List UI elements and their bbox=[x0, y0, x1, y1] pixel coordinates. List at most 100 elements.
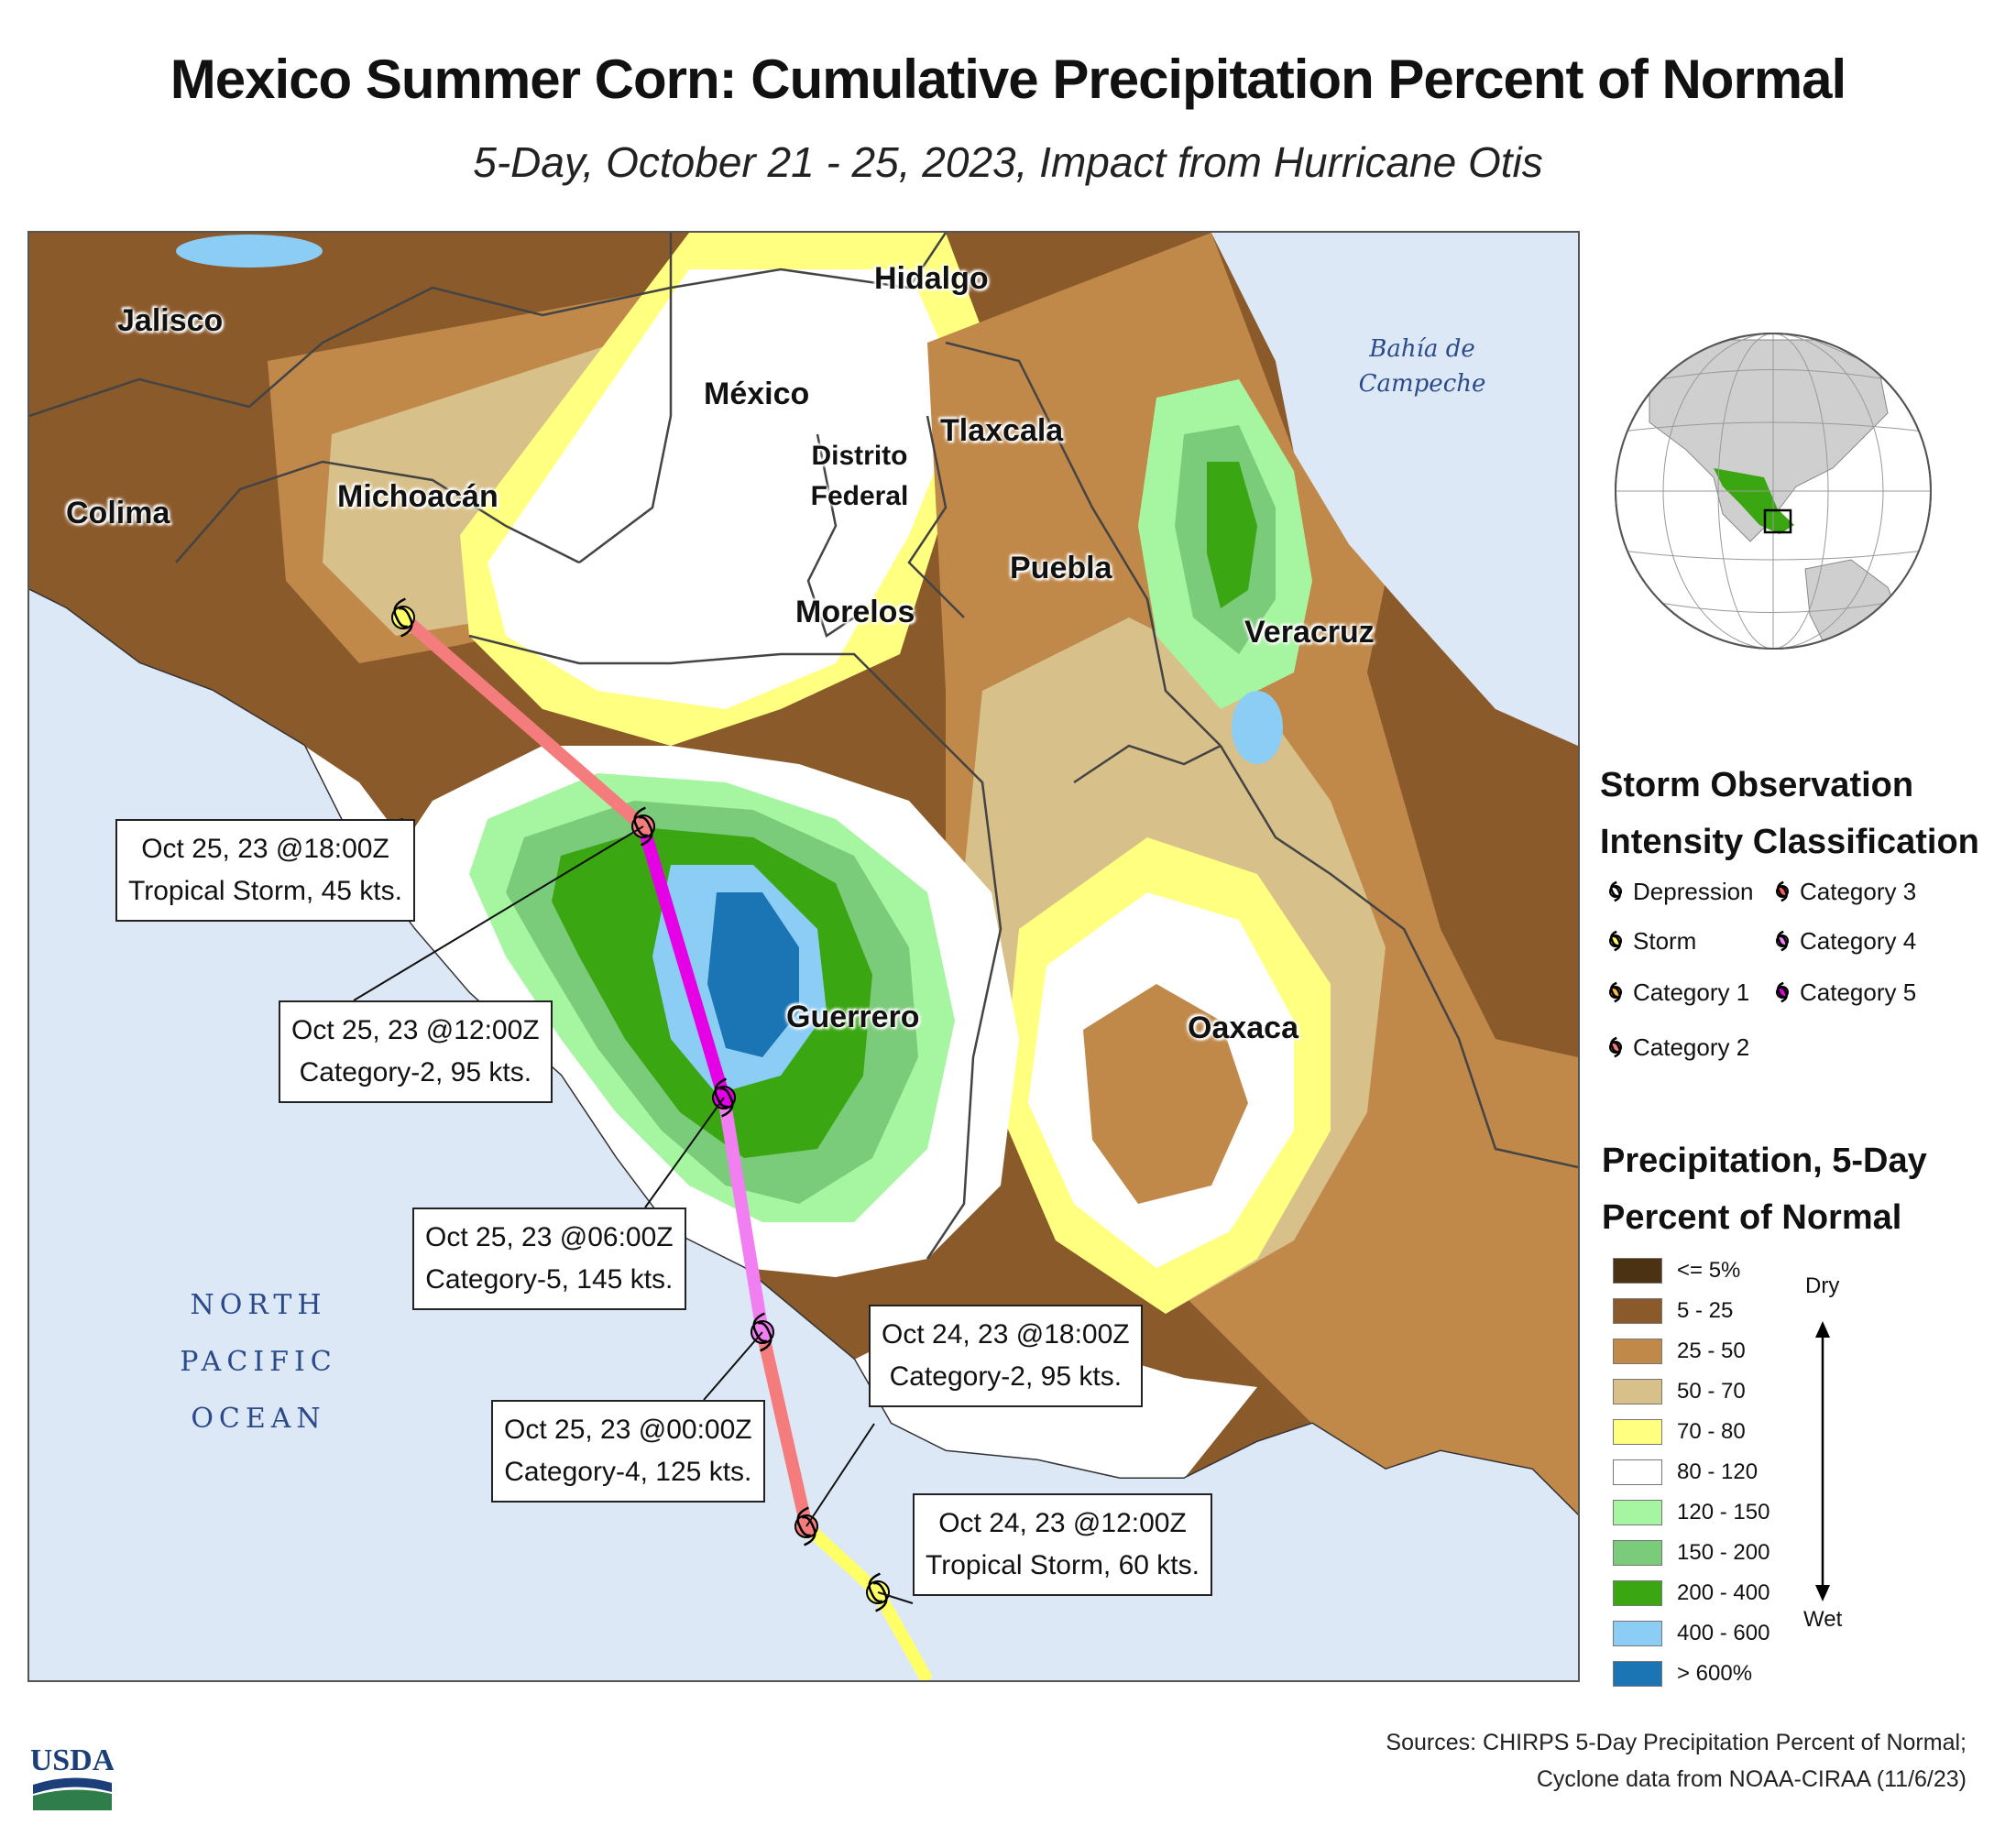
precip-legend-item: 150 - 200 bbox=[1613, 1539, 1906, 1567]
map-subtitle: 5-Day, October 21 - 25, 2023, Impact fro… bbox=[473, 138, 1543, 186]
globe-locator bbox=[1615, 333, 1932, 650]
callout-time: Oct 25, 23 @06:00Z bbox=[425, 1222, 674, 1252]
track-segment bbox=[800, 1520, 884, 1599]
precip-legend-item: 400 - 600 bbox=[1613, 1620, 1906, 1647]
precip-legend-label: 50 - 70 bbox=[1677, 1379, 1746, 1404]
storm-legend-label: Category 2 bbox=[1633, 1033, 1750, 1061]
track-segment bbox=[756, 1326, 813, 1533]
state-border bbox=[1073, 744, 1222, 784]
precip-legend-item: 200 - 400 bbox=[1613, 1579, 1906, 1607]
ocean-label-line: PACIFIC bbox=[180, 1346, 337, 1378]
dry-label: Dry bbox=[1805, 1273, 1840, 1298]
state-border bbox=[175, 460, 580, 564]
state-label-jalisco: Jalisco bbox=[117, 303, 224, 338]
bay-label: Bahía de Campeche bbox=[1340, 332, 1505, 401]
state-border bbox=[806, 433, 855, 638]
storm-legend-label: Category 5 bbox=[1800, 978, 1917, 1006]
precip-swatch bbox=[1613, 1298, 1662, 1324]
storm-legend-item: Category 4 bbox=[1772, 925, 1916, 956]
track-segment bbox=[397, 611, 650, 833]
storm-legend-item: Depression bbox=[1605, 876, 1754, 907]
mexico-highlight bbox=[1714, 468, 1794, 534]
storm-legend-item: Category 1 bbox=[1605, 977, 1749, 1008]
state-label-tlaxcala: Tlaxcala bbox=[940, 413, 1064, 448]
leader-line bbox=[353, 825, 644, 1001]
continent-north-america bbox=[1649, 339, 1889, 542]
hurricane-icon bbox=[1776, 981, 1789, 1003]
track-callout: Oct 25, 23 @18:00Z Tropical Storm, 45 kt… bbox=[115, 819, 415, 922]
state-label-guerrero: Guerrero bbox=[786, 1000, 920, 1034]
precip-legend-item: 70 - 80 bbox=[1613, 1418, 1906, 1446]
state-label-morelos: Morelos bbox=[795, 595, 915, 629]
precip-legend-label: 25 - 50 bbox=[1677, 1339, 1746, 1363]
state-border bbox=[468, 634, 910, 710]
storm-legend-title: Storm Observation Intensity Classificati… bbox=[1600, 757, 1979, 870]
storm-legend-label: Category 3 bbox=[1800, 877, 1917, 905]
precip-swatch bbox=[1613, 1661, 1662, 1687]
ocean-label-line: NORTH bbox=[190, 1289, 327, 1321]
track-segment bbox=[637, 820, 730, 1104]
precip-legend-title-line: Percent of Normal bbox=[1602, 1198, 1902, 1237]
hurricane-icon bbox=[1609, 930, 1622, 952]
callout-desc: Category-2, 95 kts. bbox=[299, 1057, 532, 1087]
hurricane-icon bbox=[1609, 981, 1622, 1003]
leader-line bbox=[805, 1423, 875, 1527]
precipitation-map: Jalisco Colima Michoacán México Hidalgo … bbox=[27, 231, 1580, 1682]
storm-legend-title-line: Storm Observation bbox=[1600, 766, 1914, 804]
storm-legend-item: Category 2 bbox=[1605, 1032, 1749, 1063]
precip-legend-item: 5 - 25 bbox=[1613, 1297, 1906, 1325]
state-border bbox=[670, 233, 948, 290]
storm-legend-label: Storm bbox=[1633, 926, 1697, 955]
precip-legend-item: 25 - 50 bbox=[1613, 1338, 1906, 1365]
callout-desc: Category-4, 125 kts. bbox=[504, 1457, 752, 1487]
precip-legend-label: 200 - 400 bbox=[1677, 1580, 1770, 1605]
sources-line: Cyclone data from NOAA-CIRAA (11/6/23) bbox=[1536, 1766, 1967, 1792]
state-border bbox=[945, 341, 1222, 747]
precip-legend-item: <= 5% bbox=[1613, 1257, 1906, 1284]
precip-swatch bbox=[1613, 1500, 1662, 1525]
precip-legend-label: 400 - 600 bbox=[1677, 1621, 1770, 1645]
dry-wet-arrow bbox=[1815, 1321, 1830, 1601]
precip-legend-label: 5 - 25 bbox=[1677, 1298, 1734, 1323]
precip-legend-title: Precipitation, 5-Day Percent of Normal bbox=[1602, 1132, 1927, 1246]
map-title: Mexico Summer Corn: Cumulative Precipita… bbox=[170, 49, 1846, 110]
hurricane-icon bbox=[1776, 930, 1789, 952]
state-label-colima: Colima bbox=[66, 496, 170, 530]
track-callout: Oct 25, 23 @12:00Z Category-2, 95 kts. bbox=[279, 1000, 553, 1103]
state-border bbox=[908, 708, 1003, 1260]
hurricane-icon bbox=[1609, 880, 1622, 902]
state-border bbox=[29, 286, 672, 418]
precip-swatch bbox=[1613, 1459, 1662, 1485]
precip-legend-label: <= 5% bbox=[1677, 1258, 1741, 1283]
hurricane-icon bbox=[1776, 880, 1789, 902]
ocean-label: NORTH PACIFIC OCEAN bbox=[158, 1277, 359, 1448]
precip-legend-item: > 600% bbox=[1613, 1660, 1906, 1688]
precip-legend-label: 80 - 120 bbox=[1677, 1459, 1759, 1484]
track-callout: Oct 25, 23 @06:00Z Category-5, 145 kts. bbox=[412, 1208, 686, 1310]
storm-legend-title-line: Intensity Classification bbox=[1600, 823, 1979, 861]
storm-legend-label: Category 4 bbox=[1800, 926, 1917, 955]
state-label-oaxaca: Oaxaca bbox=[1188, 1011, 1298, 1045]
sources-note: Sources: CHIRPS 5-Day Precipitation Perc… bbox=[1386, 1724, 1967, 1798]
bay-label-line: Bahía de bbox=[1369, 335, 1475, 363]
bay-label-line: Campeche bbox=[1358, 370, 1486, 398]
hurricane-icon bbox=[1609, 1036, 1622, 1058]
callout-desc: Tropical Storm, 45 kts. bbox=[128, 876, 402, 906]
precip-legend-label: 150 - 200 bbox=[1677, 1540, 1770, 1565]
track-callout: Oct 24, 23 @18:00Z Category-2, 95 kts. bbox=[869, 1305, 1143, 1407]
callout-desc: Category-2, 95 kts. bbox=[889, 1361, 1123, 1392]
callout-desc: Category-5, 145 kts. bbox=[425, 1264, 674, 1295]
map-canvas bbox=[29, 233, 1578, 1680]
precip-swatch bbox=[1613, 1339, 1662, 1364]
usda-logo: USDA bbox=[31, 1743, 114, 1810]
track-segment bbox=[718, 1091, 769, 1339]
callout-time: Oct 25, 23 @00:00Z bbox=[504, 1415, 752, 1445]
precip-legend-label: > 600% bbox=[1677, 1661, 1753, 1686]
storm-legend-label: Depression bbox=[1633, 877, 1754, 905]
state-label-michoacan: Michoacán bbox=[337, 479, 499, 514]
storm-legend-item: Category 3 bbox=[1772, 876, 1916, 907]
hurricane-icon bbox=[1609, 880, 1622, 902]
leader-line bbox=[877, 1591, 914, 1604]
sources-line: Sources: CHIRPS 5-Day Precipitation Perc… bbox=[1386, 1730, 1967, 1755]
track-callout: Oct 25, 23 @00:00Z Category-4, 125 kts. bbox=[491, 1400, 765, 1503]
